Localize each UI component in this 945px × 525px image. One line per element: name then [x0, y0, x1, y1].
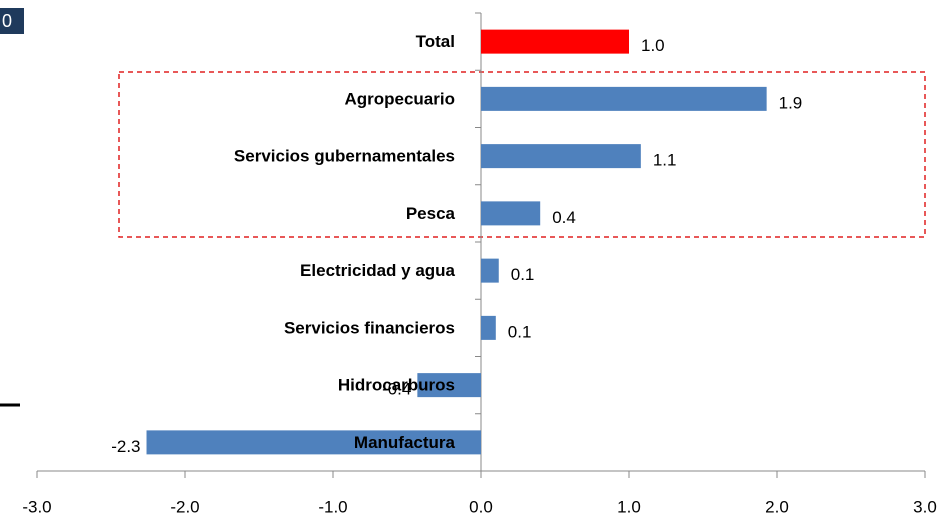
category-label: Agropecuario	[344, 89, 455, 108]
value-label: 0.1	[508, 322, 532, 341]
value-label: 0.1	[511, 265, 535, 284]
category-label: Total	[416, 32, 455, 51]
x-tick-label: -1.0	[318, 497, 347, 516]
value-label: 1.1	[653, 151, 677, 170]
x-tick-label: -3.0	[22, 497, 51, 516]
category-label: Servicios gubernamentales	[234, 147, 455, 166]
category-label: Electricidad y agua	[300, 261, 455, 280]
x-tick-label: 3.0	[913, 497, 937, 516]
bar	[481, 258, 499, 283]
bar	[481, 144, 641, 169]
category-label: Hidrocarburos	[338, 376, 455, 395]
value-label: 1.9	[779, 93, 803, 112]
bar	[481, 201, 541, 226]
bar	[481, 29, 629, 54]
category-label: Pesca	[406, 204, 456, 223]
value-label: -0.4	[382, 380, 411, 399]
badge-box	[0, 8, 24, 34]
value-label: 0.4	[552, 208, 576, 227]
x-tick-label: 0.0	[469, 497, 493, 516]
x-tick-label: -2.0	[170, 497, 199, 516]
bar	[146, 430, 481, 455]
x-tick-label: 2.0	[765, 497, 789, 516]
value-label: 1.0	[641, 36, 665, 55]
value-label: -2.3	[111, 437, 140, 456]
bar	[481, 86, 767, 111]
badge: 0	[2, 11, 12, 31]
category-label: Manufactura	[354, 433, 456, 452]
category-label: Servicios financieros	[284, 318, 455, 337]
x-tick-label: 1.0	[617, 497, 641, 516]
bar	[481, 315, 496, 340]
bar	[417, 373, 481, 398]
